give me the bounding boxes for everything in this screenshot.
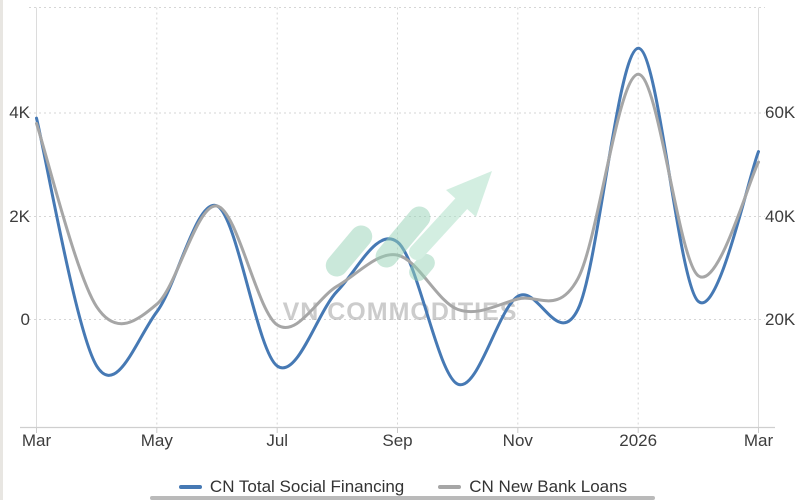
series-lines [35, 46, 760, 386]
legend-label-new-bank-loans: CN New Bank Loans [469, 477, 628, 496]
plot-svg: VN COMMODITIES [20, 7, 775, 433]
x-tick-2026: 2026 [619, 431, 658, 450]
legend-marker-total-social-financing [178, 484, 202, 490]
legend-label-total-social-financing: CN Total Social Financing [209, 477, 405, 496]
x-tick-sep: Sep [382, 431, 413, 450]
series-line-1 [35, 72, 760, 329]
gridlines [29, 7, 765, 428]
legend-marker-new-bank-loans [438, 484, 462, 490]
y-left-tick-0: 0 [20, 309, 30, 329]
x-tick-nov: Nov [502, 431, 533, 450]
legend-item-total-social-financing[interactable]: CN Total Social Financing [178, 477, 405, 497]
y-right-tick-20k: 20K [765, 309, 796, 329]
legend-item-new-bank-loans[interactable]: CN New Bank Loans [438, 477, 627, 497]
x-tick-mar-end: Mar [743, 431, 774, 450]
legend: CN Total Social Financing CN New Bank Lo… [3, 475, 800, 499]
y-right-tick-60k: 60K [765, 103, 796, 122]
bottom-scrollbar[interactable] [150, 496, 655, 500]
watermark-logo-growth-arrow-icon [325, 171, 492, 282]
y-right-tick-40k: 40K [765, 206, 796, 226]
y-left-tick-2k: 2K [9, 206, 30, 226]
y-left-tick-4k: 4K [9, 103, 30, 122]
x-tick-may: May [140, 431, 173, 450]
x-tick-mar-start: Mar [21, 431, 52, 450]
x-tick-jul: Jul [266, 431, 289, 450]
x-axis-ticks [36, 427, 759, 433]
axis-borders [36, 7, 759, 428]
